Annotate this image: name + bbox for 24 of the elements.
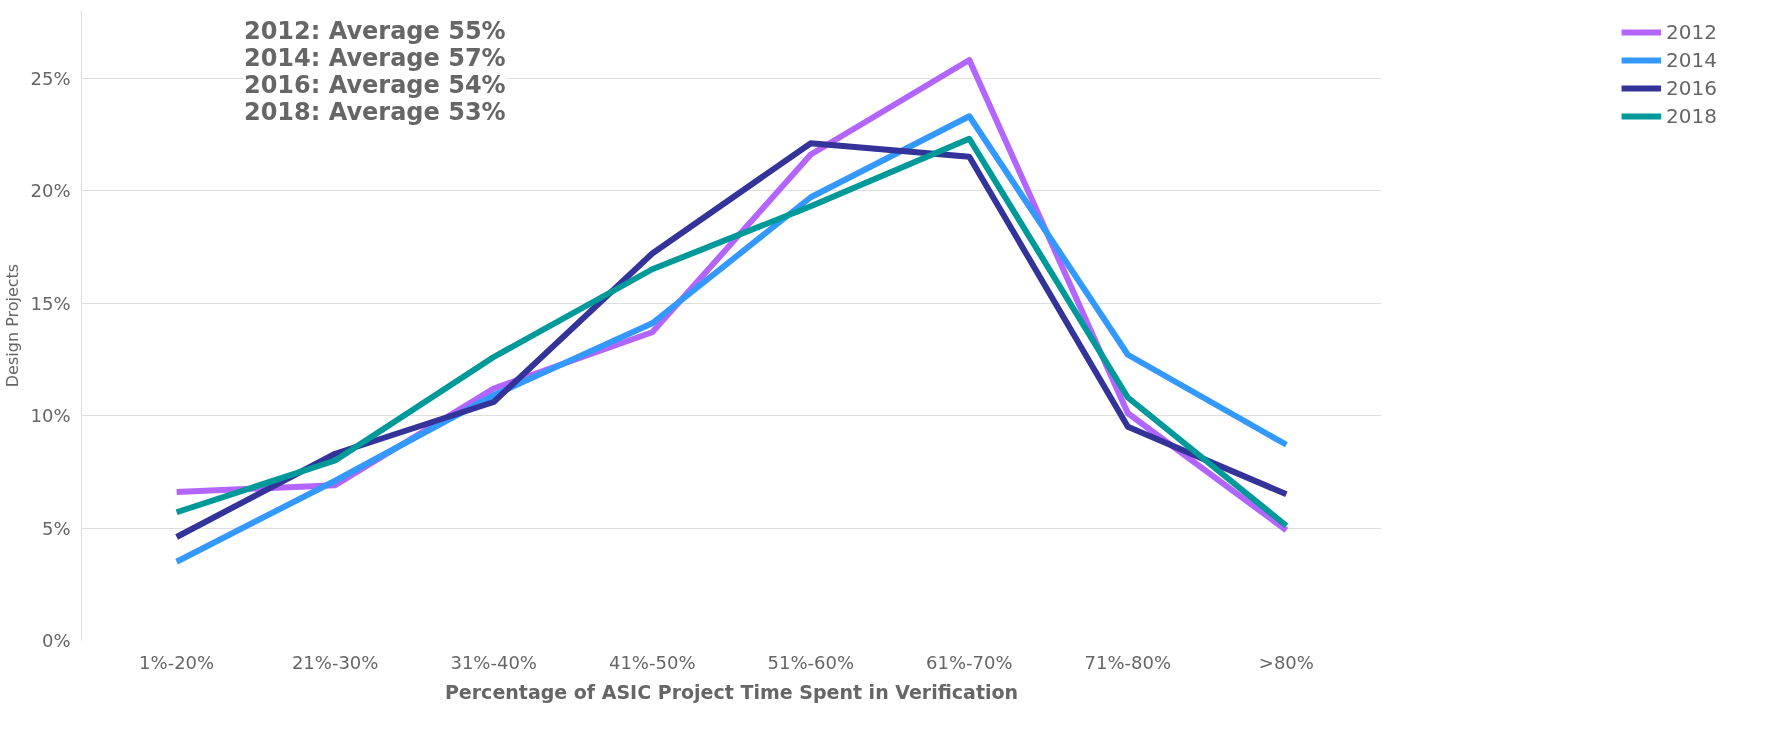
annotation: 2014: Average 57%: [243, 44, 506, 73]
y-tick-label: 15%: [30, 292, 71, 314]
annotation: 2016: Average 54%: [243, 71, 506, 100]
legend-label: 2014: [1666, 48, 1717, 72]
annotation: 2012: Average 55%: [243, 17, 506, 46]
legend-label: 2018: [1666, 104, 1717, 128]
x-tick-label: 51%-60%: [767, 651, 855, 673]
legend-label: 2012: [1666, 20, 1717, 44]
x-tick-label: 1%-20%: [139, 651, 215, 673]
x-tick-label: 21%-30%: [291, 651, 379, 673]
x-tick-label: 61%-70%: [926, 651, 1013, 673]
annotation: 2018: Average 53%: [243, 98, 506, 127]
legend-label: 2016: [1666, 76, 1717, 100]
x-tick-label: 71%-80%: [1084, 651, 1172, 673]
y-tick-label: 0%: [41, 630, 71, 651]
y-tick-label: 10%: [30, 405, 71, 426]
y-tick-label: 20%: [30, 180, 71, 201]
x-axis-title: Percentage of ASIC Project Time Spent in Verification: [444, 680, 1019, 703]
y-axis-title: Design Projects: [3, 263, 23, 388]
y-tick-label: 25%: [30, 67, 71, 89]
y-tick-label: 5%: [41, 517, 71, 539]
x-tick-label: 41%-50%: [608, 651, 696, 673]
x-tick-label: >80%: [1258, 651, 1314, 673]
x-tick-label: 31%-40%: [450, 651, 537, 673]
